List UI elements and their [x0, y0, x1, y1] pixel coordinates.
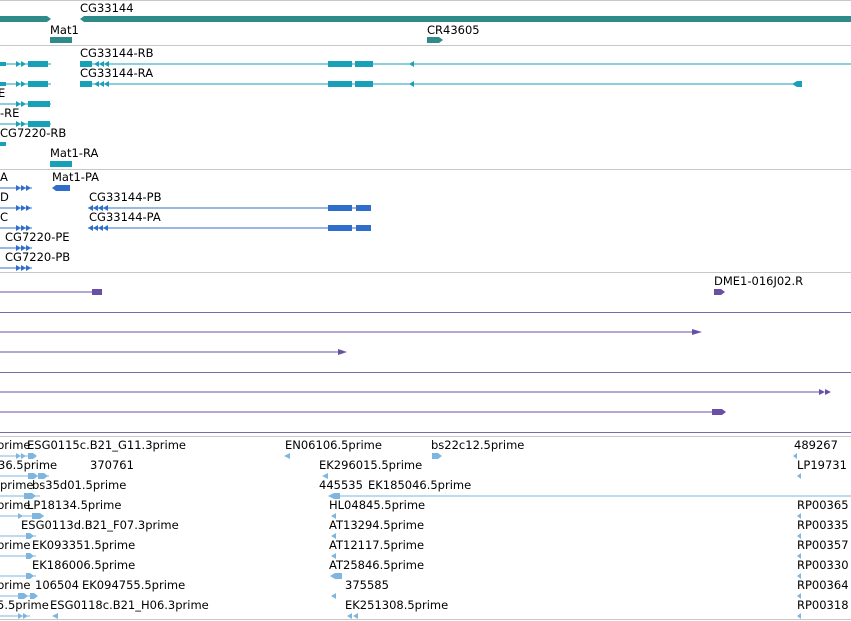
alignment-row-divider: [0, 312, 851, 313]
est-label[interactable]: prime: [0, 498, 31, 512]
protein-label[interactable]: CG33144-PB: [89, 190, 162, 204]
transcript-label[interactable]: CG33144-RA: [80, 66, 154, 80]
est-label[interactable]: HL04845.5prime: [329, 498, 426, 512]
track-divider: [0, 436, 851, 437]
est-label[interactable]: ESG0115c.B21_G11.3prime: [27, 438, 187, 452]
est-label[interactable]: 370761: [90, 458, 134, 472]
track-divider: [0, 169, 851, 170]
transcript-label[interactable]: -RE: [0, 106, 20, 120]
transcript-label[interactable]: CG33144-RB: [80, 46, 154, 60]
track-divider: [0, 0, 851, 1]
gene-label-cg33144[interactable]: CG33144: [80, 1, 134, 15]
est-label[interactable]: RP00335: [797, 518, 849, 532]
est-label[interactable]: ESG0113d.B21_F07.3prime: [21, 518, 179, 532]
est-label[interactable]: 489267: [794, 438, 838, 452]
est-label[interactable]: RP00357: [797, 538, 849, 552]
est-label[interactable]: RP00365: [797, 498, 849, 512]
est-label[interactable]: RP00364: [797, 578, 849, 592]
est-label[interactable]: bs22c12.5prime: [431, 438, 525, 452]
transcript-label[interactable]: Mat1-RA: [50, 146, 99, 160]
est-label[interactable]: 36.5prime: [0, 458, 58, 472]
transcript-track-glyphs: [0, 61, 851, 167]
protein-label[interactable]: A: [0, 170, 8, 184]
alignment-row-divider: [0, 432, 851, 433]
est-label[interactable]: 5.5prime: [0, 598, 49, 612]
track-divider: [0, 619, 851, 620]
gene-label-cr43605[interactable]: CR43605: [427, 23, 480, 37]
est-label[interactable]: 106504: [35, 578, 79, 592]
gene-cr43605-feature[interactable]: [427, 37, 443, 43]
est-label[interactable]: EK094755.5prime: [82, 578, 186, 592]
est-label[interactable]: EK186006.5prime: [32, 558, 136, 572]
protein-label[interactable]: Mat1-PA: [52, 170, 100, 184]
gene-cg33144-feature[interactable]: [80, 16, 851, 22]
protein-label[interactable]: CG33144-PA: [89, 210, 161, 224]
track-divider: [0, 272, 851, 273]
est-label[interactable]: bs35d01.5prime: [32, 478, 127, 492]
protein-track-glyphs: [0, 185, 371, 271]
est-label[interactable]: EN06106.5prime: [285, 438, 382, 452]
protein-label[interactable]: CG7220-PB: [5, 250, 71, 264]
est-label[interactable]: LP18134.5prime: [27, 498, 122, 512]
est-label[interactable]: 375585: [345, 578, 389, 592]
est-label[interactable]: AT13294.5prime: [329, 518, 425, 532]
est-label[interactable]: AT25846.5prime: [329, 558, 425, 572]
gene-label-mat1[interactable]: Mat1: [50, 23, 79, 37]
est-label[interactable]: EK296015.5prime: [319, 458, 423, 472]
alignment-track-glyphs: [0, 289, 831, 415]
est-label[interactable]: EK251308.5prime: [345, 598, 449, 612]
est-label[interactable]: prime: [0, 578, 31, 592]
protein-label[interactable]: CG7220-PE: [5, 230, 70, 244]
track-divider: [0, 45, 851, 46]
est-label[interactable]: RP00318: [797, 598, 849, 612]
est-label[interactable]: AT12117.5prime: [329, 538, 425, 552]
est-label[interactable]: EK185046.5prime: [368, 478, 472, 492]
est-label[interactable]: prime: [0, 438, 31, 452]
est-label[interactable]: prime: [0, 478, 34, 492]
est-track-glyphs: [0, 453, 851, 619]
est-label[interactable]: RP00330: [797, 558, 849, 572]
est-label[interactable]: EK093351.5prime: [32, 538, 136, 552]
protein-label[interactable]: C: [0, 210, 9, 224]
transcript-label[interactable]: CG7220-RB: [0, 126, 67, 140]
est-label[interactable]: ESG0118c.B21_H06.3prime: [50, 598, 209, 612]
protein-label[interactable]: D: [0, 190, 9, 204]
transcript-label[interactable]: E: [0, 86, 6, 100]
est-label[interactable]: 445535: [319, 478, 363, 492]
gene-mat1-feature[interactable]: [50, 37, 72, 43]
alignment-label[interactable]: DME1-016J02.R: [714, 274, 804, 288]
est-label[interactable]: LP19731: [797, 458, 847, 472]
gene-feature[interactable]: [0, 16, 51, 22]
est-label[interactable]: prime: [0, 538, 31, 552]
gene-track-glyphs: [0, 16, 851, 43]
alignment-row-divider: [0, 372, 851, 373]
